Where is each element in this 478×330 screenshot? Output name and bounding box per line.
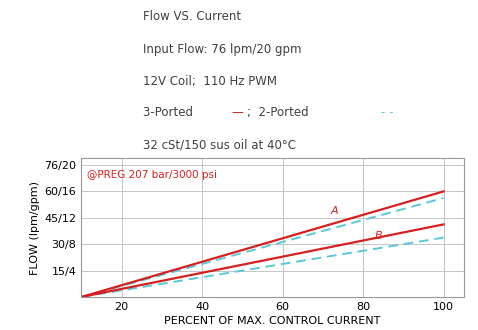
Text: Flow VS. Current: Flow VS. Current bbox=[143, 10, 241, 23]
Text: 3-Ported: 3-Ported bbox=[143, 106, 197, 119]
Text: —: — bbox=[231, 106, 243, 119]
Text: A: A bbox=[331, 207, 338, 216]
Text: 12V Coil;  110 Hz PWM: 12V Coil; 110 Hz PWM bbox=[143, 75, 277, 88]
Text: - -: - - bbox=[380, 106, 393, 119]
Text: B: B bbox=[375, 231, 383, 241]
Text: ;  2-Ported: ; 2-Ported bbox=[248, 106, 313, 119]
Text: @PREG 207 bar/3000 psi: @PREG 207 bar/3000 psi bbox=[87, 170, 217, 180]
Text: Input Flow: 76 lpm/20 gpm: Input Flow: 76 lpm/20 gpm bbox=[143, 43, 302, 56]
Text: 32 cSt/150 sus oil at 40°C: 32 cSt/150 sus oil at 40°C bbox=[143, 138, 296, 151]
X-axis label: PERCENT OF MAX. CONTROL CURRENT: PERCENT OF MAX. CONTROL CURRENT bbox=[164, 316, 380, 326]
Y-axis label: FLOW (lpm/gpm): FLOW (lpm/gpm) bbox=[30, 181, 40, 275]
